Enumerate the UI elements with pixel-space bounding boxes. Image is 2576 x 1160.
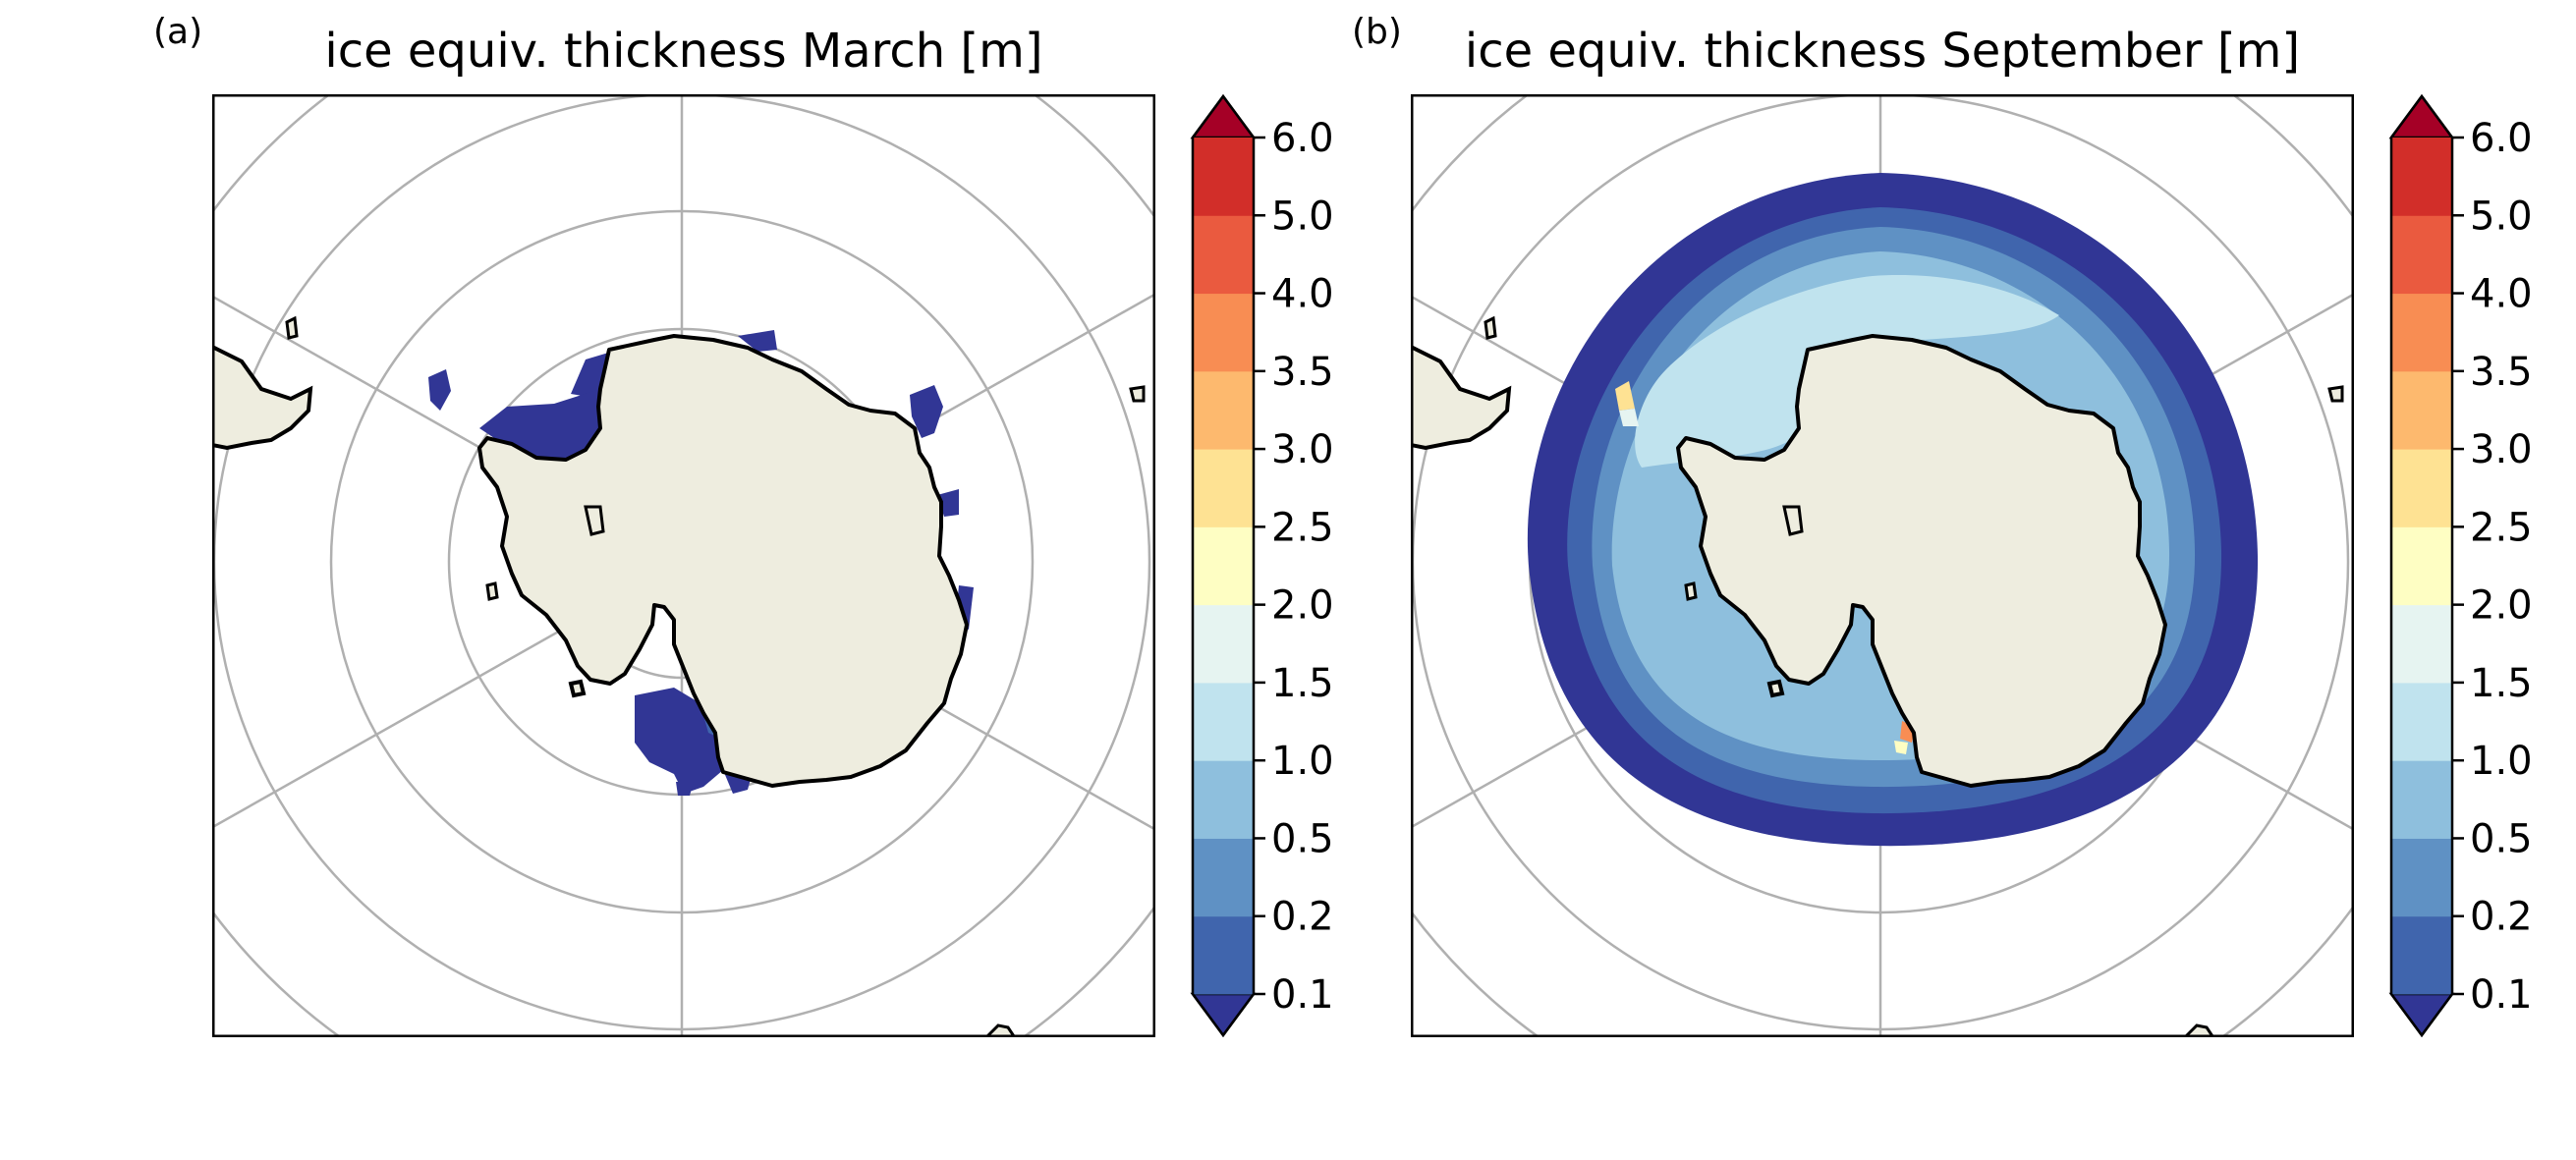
sea-ice-march bbox=[428, 330, 974, 796]
colorbar-tick-label: 4.0 bbox=[1271, 272, 1334, 317]
colorbar-tick-label: 3.0 bbox=[1271, 427, 1334, 472]
colorbar-tick-label: 3.5 bbox=[2470, 350, 2533, 395]
colorbar-bin bbox=[2391, 682, 2452, 761]
colorbar-tick-label: 1.0 bbox=[2470, 739, 2533, 784]
colorbar-september: 0.1 0.2 0.5 1.0 1.5 2.0 2.5 3.0 3.5 4.0 5.0 6.0 bbox=[2388, 94, 2533, 1037]
map-september bbox=[1411, 94, 2354, 1037]
colorbar-bin bbox=[1193, 370, 1254, 450]
colorbar-bin bbox=[1193, 682, 1254, 761]
colorbar-tick-label: 2.0 bbox=[2470, 583, 2533, 629]
colorbar-tick-label: 3.0 bbox=[2470, 427, 2533, 472]
panel-a-letter: (a) bbox=[153, 12, 203, 52]
colorbar-bin bbox=[2391, 449, 2452, 527]
south-america bbox=[1411, 344, 1512, 451]
panel-b-letter: (b) bbox=[1352, 12, 1402, 52]
colorbar-tick-label: 2.5 bbox=[2470, 505, 2533, 550]
colorbar-bin bbox=[2391, 760, 2452, 839]
south-america bbox=[212, 344, 313, 451]
colorbar-bin bbox=[1193, 215, 1254, 295]
antarctica bbox=[1676, 334, 2167, 788]
antarctica bbox=[477, 334, 969, 788]
colorbar-bin bbox=[1193, 449, 1254, 527]
colorbar-tick-label: 0.1 bbox=[1271, 972, 1334, 1018]
colorbar-tick-label: 0.5 bbox=[1271, 816, 1334, 861]
colorbar-bin bbox=[1193, 293, 1254, 372]
colorbar-tick-label: 0.5 bbox=[2470, 816, 2533, 861]
colorbar-tick-label: 0.2 bbox=[1271, 895, 1334, 940]
colorbar-tick-label: 5.0 bbox=[1271, 193, 1334, 239]
colorbar-tick-label: 6.0 bbox=[1271, 116, 1334, 161]
colorbar-tick-label: 4.0 bbox=[2470, 272, 2533, 317]
colorbar-bin bbox=[1193, 526, 1254, 606]
colorbar-bin bbox=[2391, 370, 2452, 450]
colorbar-bin bbox=[2391, 915, 2452, 995]
colorbar-bin bbox=[2391, 838, 2452, 917]
colorbar-under-extend bbox=[2388, 992, 2455, 1037]
panel-b-title: ice equiv. thickness September [m] bbox=[1464, 24, 2301, 79]
colorbar-bin bbox=[2391, 604, 2452, 684]
colorbar-over-extend bbox=[2388, 94, 2455, 139]
colorbar-bin bbox=[1193, 138, 1254, 216]
colorbar-over-extend bbox=[1190, 94, 1257, 139]
colorbar-tick-label: 5.0 bbox=[2470, 193, 2533, 239]
colorbar-bin bbox=[2391, 138, 2452, 216]
colorbar-tick-label: 1.5 bbox=[2470, 661, 2533, 706]
colorbar-bin bbox=[2391, 526, 2452, 606]
colorbar-bin bbox=[1193, 915, 1254, 995]
colorbar-tick-label: 0.1 bbox=[2470, 972, 2533, 1018]
colorbar-tick-label: 1.5 bbox=[1271, 661, 1334, 706]
colorbar-tick-label: 3.5 bbox=[1271, 350, 1334, 395]
colorbar-under-extend bbox=[1190, 992, 1257, 1037]
colorbar-bin bbox=[2391, 215, 2452, 295]
map-march bbox=[212, 94, 1155, 1037]
colorbar-bin bbox=[1193, 604, 1254, 684]
colorbar-bin bbox=[1193, 760, 1254, 839]
colorbar-bin bbox=[2391, 293, 2452, 372]
colorbar-tick-label: 2.0 bbox=[1271, 583, 1334, 629]
colorbar-march: 0.1 0.2 0.5 1.0 1.5 2.0 2.5 3.0 3.5 4.0 5.0 6.0 bbox=[1190, 94, 1334, 1037]
colorbar-tick-label: 2.5 bbox=[1271, 505, 1334, 550]
panel-a-title: ice equiv. thickness March [m] bbox=[324, 24, 1043, 79]
colorbar-tick-label: 1.0 bbox=[1271, 739, 1334, 784]
colorbar-bin bbox=[1193, 838, 1254, 917]
colorbar-tick-label: 6.0 bbox=[2470, 116, 2533, 161]
colorbar-tick-label: 0.2 bbox=[2470, 895, 2533, 940]
